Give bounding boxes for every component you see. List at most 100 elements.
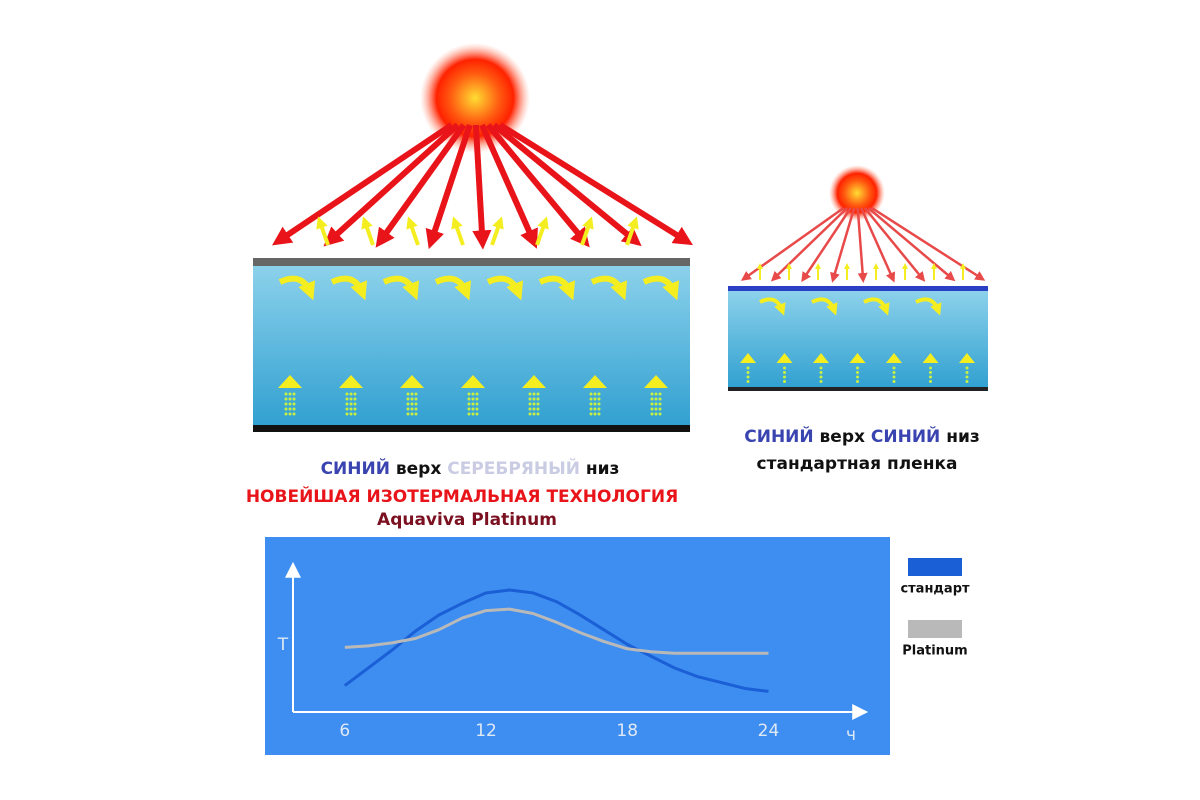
- bubble: [475, 392, 479, 396]
- blue-top: [728, 286, 988, 291]
- heat-ray: [375, 123, 467, 248]
- bubble: [783, 375, 786, 379]
- curl-arrow: [915, 297, 942, 316]
- word: верх: [396, 459, 441, 479]
- curl-arrow: [278, 275, 316, 301]
- bubble: [593, 392, 597, 396]
- up-arrow: [740, 353, 756, 363]
- bubble: [353, 407, 357, 411]
- bubble: [284, 397, 288, 401]
- bubble: [650, 407, 654, 411]
- bubble: [589, 392, 593, 396]
- up-arrow: [849, 353, 866, 363]
- chart: Tч 6 12 18 24 стандарт Platinum: [265, 537, 970, 755]
- bubble: [292, 397, 296, 401]
- left-caption-2: НОВЕЙШАЯ ИЗОТЕРМАЛЬНАЯ ТЕХНОЛОГИЯ: [246, 485, 678, 507]
- curl-arrow: [759, 297, 786, 316]
- bubble: [746, 375, 750, 379]
- bubble: [410, 392, 414, 396]
- up-arrow: [583, 375, 607, 388]
- bubble: [536, 397, 540, 401]
- bottom-right: [728, 387, 988, 391]
- x-tick-label: 6: [339, 721, 350, 741]
- water-right: [728, 288, 988, 390]
- up-arrow: [339, 375, 363, 388]
- bubble: [410, 407, 414, 411]
- x-tick-label: 18: [616, 721, 638, 741]
- bubble: [783, 380, 786, 383]
- bubble: [349, 407, 353, 411]
- bubble: [471, 402, 475, 406]
- bubble: [593, 402, 597, 406]
- bubble: [353, 412, 357, 416]
- up-arrow: [776, 353, 793, 363]
- bubble: [597, 412, 601, 416]
- bubble: [414, 407, 418, 411]
- bubble: [284, 407, 288, 411]
- bubble: [532, 407, 536, 411]
- bubble: [783, 366, 786, 370]
- bubble: [467, 412, 471, 416]
- bubble: [965, 380, 969, 383]
- left-caption-1: СИНИЙ верх СЕРЕБРЯНЫЙ низ: [321, 457, 620, 479]
- bubble: [406, 397, 410, 401]
- bubble: [532, 402, 536, 406]
- bubble: [929, 371, 932, 374]
- bubble: [414, 397, 418, 401]
- bubble: [475, 412, 479, 416]
- bubble: [288, 407, 292, 411]
- bubble: [414, 402, 418, 406]
- bubble: [467, 402, 471, 406]
- heat-ray: [272, 122, 454, 246]
- silver-top: [253, 258, 690, 266]
- curl-arrow: [538, 275, 576, 301]
- heat-ray: [830, 207, 856, 283]
- bubble: [345, 402, 349, 406]
- bubble: [658, 402, 662, 406]
- bubble: [746, 366, 750, 370]
- legend-swatch: [908, 620, 962, 638]
- heat-ray: [492, 122, 642, 247]
- x-tick-label: 24: [758, 721, 780, 741]
- heat-ray: [479, 123, 538, 249]
- bubble: [353, 397, 357, 401]
- bubble: [467, 407, 471, 411]
- curl-arrow: [863, 297, 890, 316]
- bubble: [593, 397, 597, 401]
- right-caption-1: СИНИЙ верх СИНИЙ низ: [744, 425, 980, 447]
- up-arrow: [922, 353, 939, 363]
- curl-arrow: [486, 275, 524, 301]
- bubble: [965, 375, 969, 379]
- bubble: [746, 371, 750, 374]
- bubble: [589, 402, 593, 406]
- bubble: [528, 402, 532, 406]
- bubble: [819, 375, 823, 379]
- bubble: [650, 402, 654, 406]
- bubble: [650, 397, 654, 401]
- up-arrow: [644, 375, 668, 388]
- bubble: [819, 380, 823, 383]
- bottom-left: [253, 425, 690, 432]
- bubble: [589, 412, 593, 416]
- up-arrow: [461, 375, 485, 388]
- bubble: [471, 392, 475, 396]
- word: низ: [586, 459, 620, 479]
- bubble: [856, 375, 859, 379]
- bubble: [819, 371, 823, 374]
- bubble: [532, 392, 536, 396]
- bubble: [746, 380, 750, 383]
- bubble: [353, 402, 357, 406]
- water-left: [253, 260, 690, 430]
- bubble: [654, 407, 658, 411]
- x-axis-label: ч: [846, 725, 856, 745]
- bubble: [597, 402, 601, 406]
- bubble: [284, 402, 288, 406]
- reflect-arrow: [406, 216, 420, 246]
- bubble: [410, 397, 414, 401]
- bubble: [475, 397, 479, 401]
- up-arrow: [278, 375, 302, 388]
- bubble: [856, 371, 859, 374]
- bubble: [353, 392, 357, 396]
- heat-ray: [867, 207, 956, 282]
